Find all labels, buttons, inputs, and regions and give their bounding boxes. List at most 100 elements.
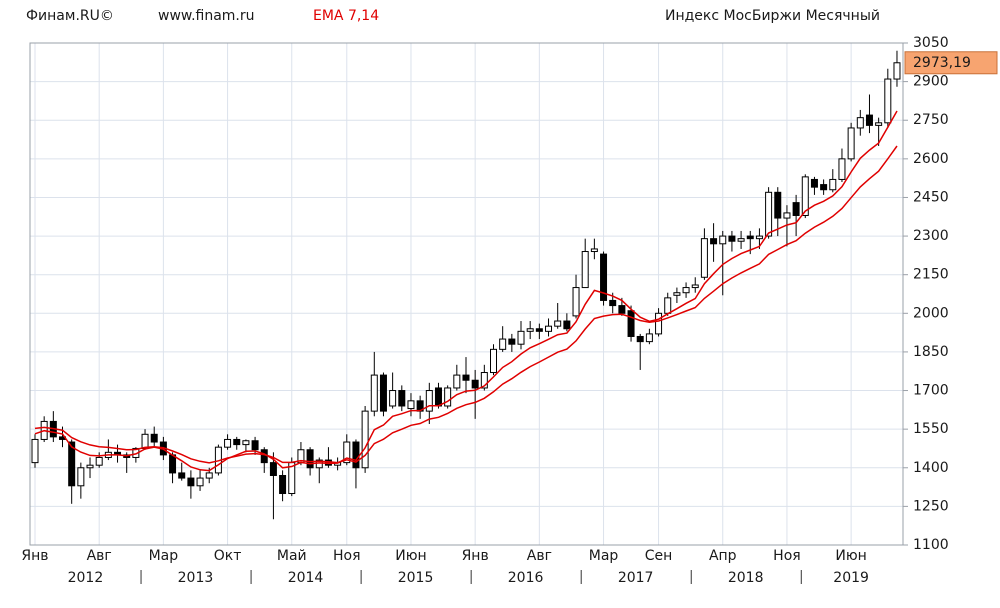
candle-body [269,462,277,476]
candle-body [590,248,598,253]
candle-body [178,472,186,479]
candle-body [847,127,855,160]
candle-body [783,212,791,219]
year-label: 2012 [68,570,104,586]
x-tick-label: Май [277,548,307,564]
candle-body [820,184,828,191]
candle-body [68,441,76,487]
candle-body [205,472,213,479]
candle-body [765,191,773,237]
candle-body [682,287,690,294]
candle-body [398,390,406,407]
y-tick-label: 2450 [913,189,949,205]
candle-body [609,299,617,307]
candle-body [169,454,177,474]
url: www.finam.ru [158,8,255,24]
candle-body [233,438,241,446]
y-tick-label: 1550 [913,421,949,437]
candle-body [508,338,516,345]
candle-body [462,374,470,381]
candle-body [792,202,800,216]
candle-body [856,117,864,129]
x-tick-label: Мар [149,548,179,564]
x-tick-label: Авг [527,548,552,564]
candle-body [425,390,433,412]
y-tick-label: 1400 [913,460,949,476]
year-label: 2019 [833,570,869,586]
x-tick-label: Апр [709,548,737,564]
x-tick-label: Авг [87,548,112,564]
candle-body [77,467,85,487]
candle-body [691,284,699,289]
year-label: 2015 [398,570,434,586]
candle-body [95,456,103,466]
candle-body [545,325,553,332]
plot-border [29,42,904,546]
candle-body [755,235,763,240]
year-label: 2013 [178,570,214,586]
x-tick-label: Янв [462,548,489,564]
y-tick-label: 1100 [913,537,949,553]
candle-body [774,191,782,219]
candle-body [746,235,754,240]
candle-body [884,78,892,124]
candle-body [480,372,488,389]
year-label: 2014 [288,570,324,586]
candle-body [499,338,507,350]
candle-body [407,400,415,410]
candle-body [700,238,708,278]
candle-body [893,62,901,80]
candle-body [370,374,378,412]
candle-body [31,438,39,464]
grid [30,42,903,546]
x-tick-label: Янв [21,548,48,564]
candle-body [517,330,525,345]
candle-body [810,178,818,188]
candle-body [618,305,626,314]
candle-body [471,379,479,389]
axes: 1100 1250 1400 1550 1700 1850 2000 2150 2300 2450… [21,35,998,586]
year-label: 2018 [728,570,764,586]
candle-body [490,348,497,374]
x-tick-label: Ноя [333,548,361,564]
chart-title: Индекс МосБиржи Месячный [665,8,880,24]
ema-line [34,110,898,472]
y-tick-label: 1850 [913,344,949,360]
candle-body [196,477,204,487]
candle-body [829,178,837,191]
x-tick-label: Ноя [773,548,801,564]
candle-body [664,297,672,314]
candle-body [554,320,562,327]
candle-body [389,390,397,407]
candle-body [710,238,718,245]
candle-body [627,310,635,337]
candle-body [260,449,268,464]
y-tick-label: 2900 [913,74,949,90]
candle-body [865,114,873,126]
marks [31,50,901,520]
candle-body [251,440,259,451]
candle-body [645,333,653,343]
y-tick-label: 1700 [913,383,949,399]
candle-body [279,474,287,495]
candle-body [600,253,608,301]
candle-body [352,441,360,469]
candle-body [379,374,387,412]
candle-body [434,387,442,407]
candle-body [242,440,250,446]
y-tick-label: 2600 [913,151,949,167]
candle-body [838,158,846,180]
x-tick-label: Окт [214,548,242,564]
candle-body [86,464,94,469]
candle-body [224,438,232,448]
y-tick-label: 2300 [913,228,949,244]
x-tick-label: Сен [645,548,673,564]
candle-body [453,374,461,389]
last-price-label: 2973,19 [913,55,971,71]
candle-body [581,251,589,289]
y-tick-label: 2750 [913,112,949,128]
y-tick-label: 2000 [913,305,949,321]
candle-body [728,235,736,242]
